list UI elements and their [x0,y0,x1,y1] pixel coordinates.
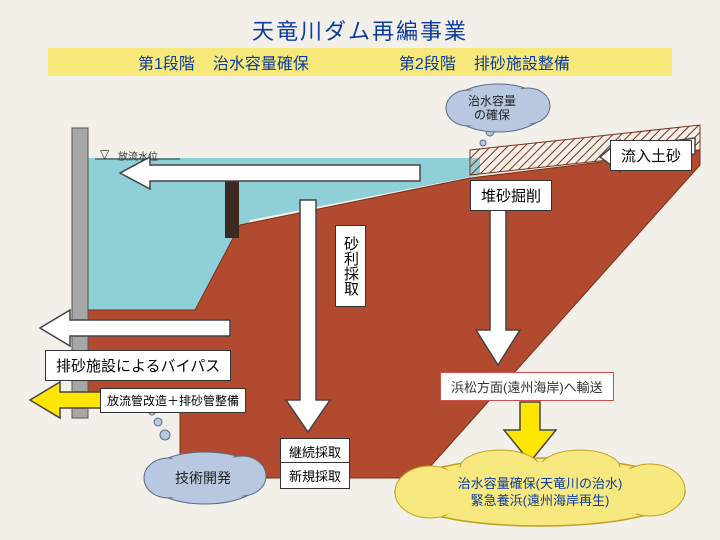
result-l2: 緊急養浜(遠州海岸再生) [410,493,670,510]
cap-l1: 治水容量 [468,94,516,108]
gravel-box: 砂利採取 [335,225,366,307]
bubble-dot [154,418,162,426]
water-level-label: 放流水位 [118,148,158,163]
bypass-box: 排砂施設によるバイパス [45,350,231,381]
continuous-box: 継続採取 [280,438,350,465]
pipe-mod-box: 放流管改造＋排砂管整備 [100,388,246,413]
new-box: 新規採取 [280,462,350,489]
cap-l2: の確保 [474,108,510,122]
excavation-box: 堆砂掘削 [470,180,552,211]
bubble-dot [160,430,170,440]
cloud-techdev-text: 技術開発 [175,468,231,488]
bubble-dot [480,140,486,146]
cloud-result-text: 治水容量確保(天竜川の治水) 緊急養浜(遠州海岸再生) [410,476,670,510]
inflow-sediment-box: 流入土砂 [610,140,692,171]
cloud-capacity-text: 治水容量 の確保 [468,94,516,123]
transport-box: 浜松方面(遠州海岸)へ輸送 [440,372,614,401]
result-l1: 治水容量確保(天竜川の治水) [410,476,670,493]
